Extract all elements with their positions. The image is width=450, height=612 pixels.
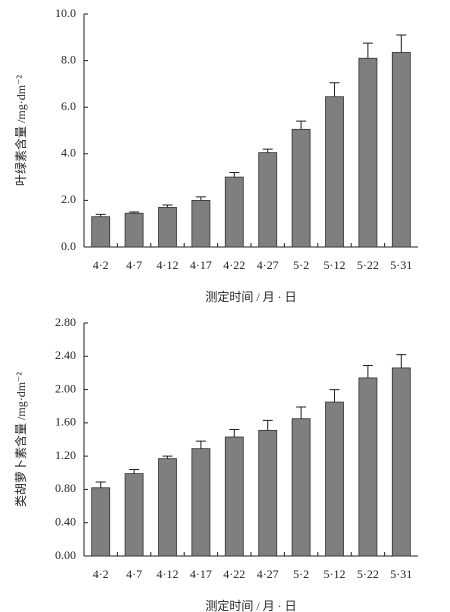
error-bar	[229, 429, 240, 438]
bar	[91, 216, 111, 248]
x-tick-label: 5·22	[357, 567, 379, 581]
y-tick-label: 0.0	[61, 239, 76, 253]
x-tick-label: 4·7	[126, 567, 142, 581]
bar	[158, 206, 177, 248]
bar	[358, 377, 378, 557]
y-tick-label: 2.0	[61, 192, 76, 206]
error-bar	[329, 389, 340, 403]
y-axis-label: 叶绿素含量 /mg·dm⁻²	[13, 75, 28, 186]
x-tick-label: 4·12	[157, 258, 179, 272]
y-tick-label: 2.40	[55, 348, 76, 362]
bar	[158, 458, 177, 557]
error-bar	[396, 354, 407, 368]
y-tick-label: 6.0	[61, 99, 76, 113]
x-tick-label: 5·2	[293, 567, 309, 581]
error-bar	[296, 406, 307, 419]
bar	[224, 176, 244, 248]
bar	[391, 52, 411, 248]
bar	[291, 418, 311, 557]
error-bar	[162, 455, 173, 459]
y-tick-label: 4.0	[61, 146, 76, 160]
x-tick-label: 5·12	[324, 258, 346, 272]
y-tick-label: 0.40	[55, 514, 76, 528]
error-bar	[195, 196, 206, 201]
bar	[191, 199, 211, 248]
error-bar	[362, 42, 373, 59]
bar	[358, 57, 378, 248]
error-bar	[129, 211, 140, 214]
y-tick-label: 0.00	[55, 548, 76, 562]
bar	[91, 487, 111, 557]
x-tick-label: 5·22	[357, 258, 379, 272]
bar	[224, 436, 244, 557]
error-bar	[296, 120, 307, 130]
x-tick-label: 4·12	[157, 567, 179, 581]
error-bar	[262, 419, 273, 431]
error-bar	[162, 204, 173, 208]
x-tick-label: 5·2	[293, 258, 309, 272]
x-tick-label: 4·17	[190, 258, 212, 272]
x-axis-label: 测定时间 / 月 · 日	[205, 289, 296, 304]
error-bar	[129, 468, 140, 474]
x-tick-label: 4·17	[190, 567, 212, 581]
error-bar	[95, 213, 106, 217]
x-tick-label: 5·31	[390, 258, 412, 272]
y-tick-label: 10.0	[55, 6, 76, 20]
x-tick-label: 4·7	[126, 258, 142, 272]
y-tick-label: 1.60	[55, 415, 76, 429]
y-tick-label: 2.80	[55, 315, 76, 329]
x-tick-label: 4·27	[257, 567, 279, 581]
bar	[325, 96, 344, 248]
x-tick-label: 4·27	[257, 258, 279, 272]
x-tick-label: 4·2	[93, 258, 109, 272]
bar	[391, 367, 411, 557]
bar	[124, 212, 144, 248]
error-bar	[329, 82, 340, 97]
bar	[291, 128, 311, 248]
x-tick-label: 5·31	[390, 567, 412, 581]
error-bar	[396, 34, 407, 53]
error-bar	[229, 171, 240, 178]
error-bar	[262, 148, 273, 153]
error-bar	[195, 440, 206, 449]
y-axis-label: 类胡萝卜素含量 /mg·dm⁻²	[13, 372, 28, 507]
y-tick-label: 0.80	[55, 481, 76, 495]
error-bar	[95, 481, 106, 488]
bar	[258, 152, 278, 248]
x-tick-label: 4·22	[223, 258, 245, 272]
error-bar	[362, 364, 373, 378]
y-tick-label: 2.00	[55, 381, 76, 395]
bar	[191, 448, 211, 557]
bar	[124, 473, 144, 557]
y-tick-label: 8.0	[61, 52, 76, 66]
x-tick-label: 4·2	[93, 567, 109, 581]
x-tick-label: 5·12	[324, 567, 346, 581]
y-tick-label: 1.20	[55, 448, 76, 462]
x-tick-label: 4·22	[223, 567, 245, 581]
bar	[258, 429, 278, 557]
x-axis-label: 测定时间 / 月 · 日	[205, 598, 296, 612]
bar	[325, 401, 344, 557]
